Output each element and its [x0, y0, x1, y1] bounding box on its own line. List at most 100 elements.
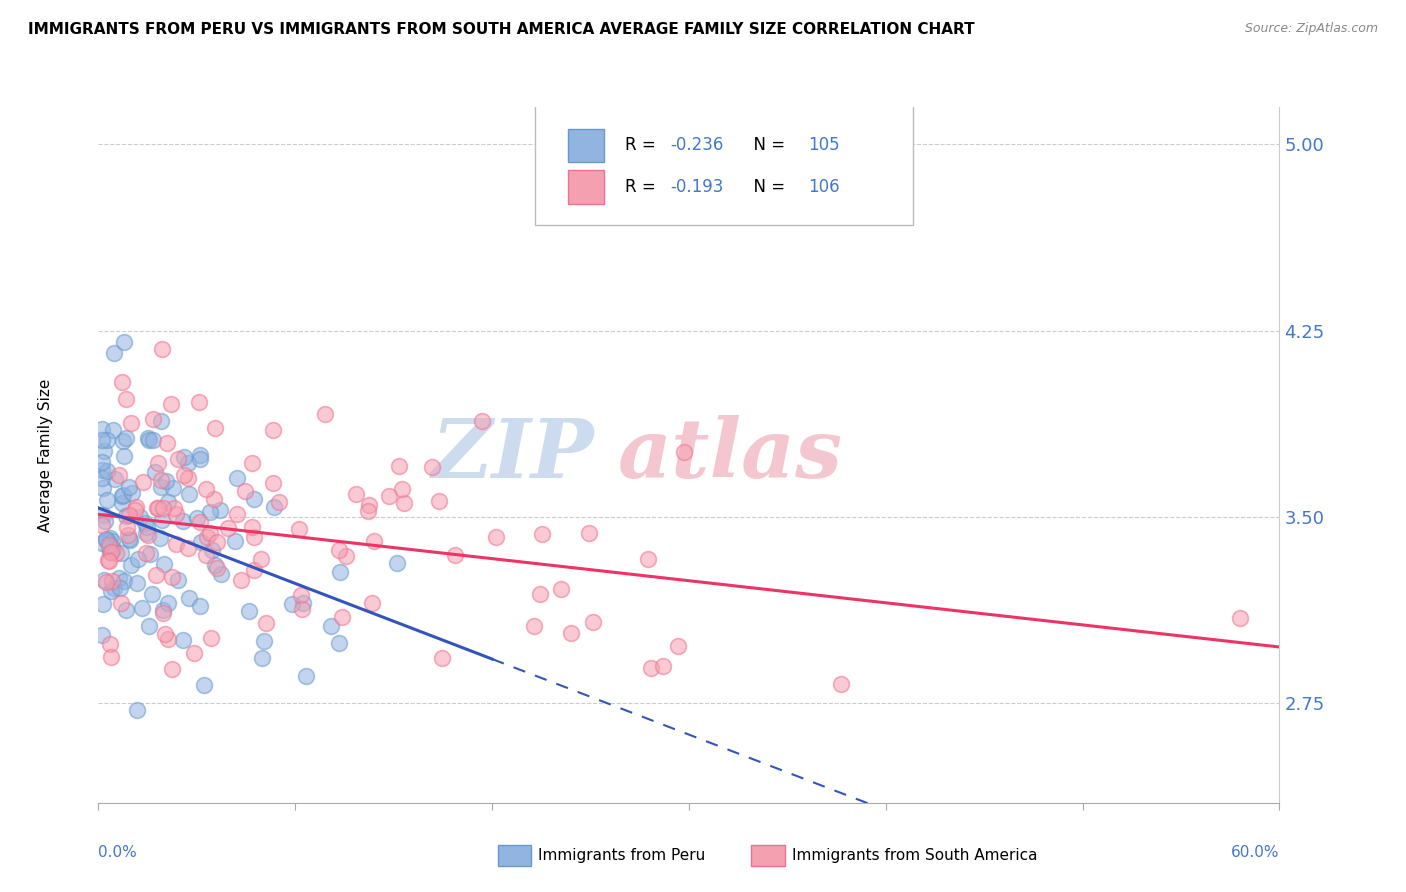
Point — [112, 335, 135, 350]
Point — [427, 494, 450, 508]
Point — [235, 484, 257, 499]
Point — [211, 566, 233, 581]
Point — [166, 573, 188, 587]
Point — [160, 662, 183, 676]
Point — [291, 602, 314, 616]
Point — [136, 432, 159, 446]
Point — [432, 650, 454, 665]
Point — [252, 651, 274, 665]
Point — [290, 588, 312, 602]
Point — [188, 599, 211, 613]
Point — [226, 508, 249, 522]
Point — [134, 516, 156, 530]
Point — [152, 500, 174, 515]
Point — [136, 528, 159, 542]
Point — [120, 558, 142, 572]
Point — [150, 343, 173, 357]
Text: N =: N = — [744, 136, 790, 154]
Point — [190, 535, 212, 549]
Point — [93, 444, 115, 458]
Point — [637, 551, 659, 566]
Point — [118, 508, 141, 522]
Point — [328, 636, 350, 650]
Point — [195, 549, 218, 563]
Point — [141, 412, 163, 426]
Point — [240, 456, 263, 470]
Point — [112, 488, 135, 502]
Point — [98, 554, 121, 568]
Point — [377, 489, 399, 503]
Point — [101, 423, 124, 437]
Point — [149, 531, 172, 545]
Point — [127, 552, 149, 566]
Point — [666, 639, 689, 653]
Point — [217, 521, 239, 535]
Point — [243, 530, 266, 544]
Point — [200, 632, 222, 646]
Point — [335, 549, 357, 563]
Point — [207, 534, 229, 549]
Point — [120, 416, 142, 430]
Point — [138, 619, 160, 633]
Point — [640, 661, 662, 675]
Point — [91, 536, 114, 550]
Point — [125, 500, 148, 514]
Point — [94, 575, 117, 590]
Point — [160, 397, 183, 411]
Point — [578, 525, 600, 540]
Text: -0.193: -0.193 — [671, 178, 724, 196]
Point — [115, 520, 138, 534]
Point — [111, 489, 134, 503]
Point — [363, 534, 385, 549]
Text: 60.0%: 60.0% — [1232, 845, 1279, 860]
Point — [91, 470, 114, 484]
Point — [96, 434, 118, 448]
Text: 0.0%: 0.0% — [98, 845, 138, 860]
Point — [287, 522, 309, 536]
Point — [198, 505, 221, 519]
Point — [96, 464, 118, 478]
Point — [1229, 611, 1251, 625]
Point — [97, 540, 120, 554]
Point — [280, 598, 302, 612]
Point — [444, 548, 467, 562]
Point — [134, 526, 156, 541]
Point — [205, 561, 228, 575]
Text: ZIP: ZIP — [432, 415, 595, 495]
Point — [101, 574, 124, 589]
Point — [118, 480, 141, 494]
Point — [155, 474, 177, 488]
Point — [253, 634, 276, 648]
Point — [117, 528, 139, 542]
Point — [101, 534, 124, 549]
Point — [152, 603, 174, 617]
Point — [103, 581, 125, 595]
Point — [110, 581, 132, 595]
Point — [97, 553, 120, 567]
Point — [392, 496, 415, 510]
Point — [195, 530, 218, 544]
Point — [652, 659, 675, 673]
Point — [148, 456, 170, 470]
Point — [91, 455, 114, 469]
Point — [103, 541, 125, 556]
Text: 105: 105 — [808, 136, 839, 154]
Point — [319, 619, 342, 633]
Point — [136, 520, 159, 534]
Point — [165, 537, 187, 551]
Bar — [568, 128, 605, 162]
Point — [673, 445, 696, 459]
Point — [101, 541, 124, 556]
Point — [98, 637, 121, 651]
Point — [204, 558, 226, 572]
Point — [91, 627, 114, 641]
Point — [165, 508, 187, 522]
FancyBboxPatch shape — [536, 103, 914, 226]
Point — [420, 459, 443, 474]
Point — [93, 574, 115, 588]
Point — [110, 545, 132, 559]
Point — [329, 565, 352, 579]
Point — [91, 508, 114, 522]
Point — [188, 452, 211, 467]
Point — [292, 596, 315, 610]
